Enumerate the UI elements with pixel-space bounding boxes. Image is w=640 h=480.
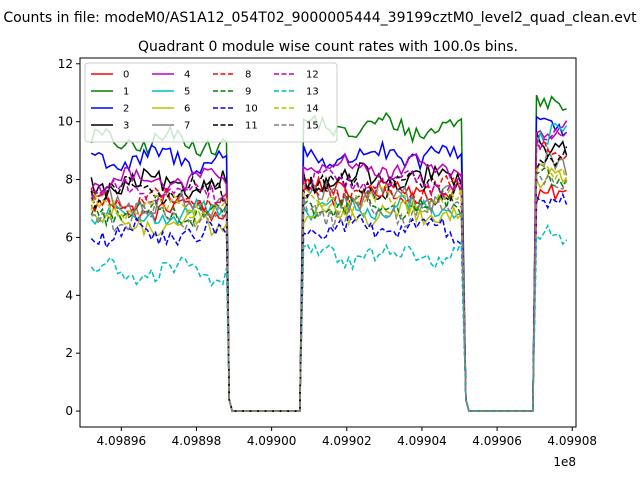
- legend-label-4: 4: [184, 70, 190, 81]
- y-tick-label: 0: [65, 404, 73, 418]
- legend-label-12: 12: [306, 70, 319, 81]
- legend-label-5: 5: [184, 87, 190, 98]
- legend-label-10: 10: [245, 104, 258, 115]
- x-tick-label: 4.09896: [97, 434, 147, 448]
- y-tick-label: 4: [65, 288, 73, 302]
- legend-label-0: 0: [123, 70, 129, 81]
- series-line-13: [90, 223, 568, 412]
- x-axis: 4.09896 4.09898 4.09900 4.09902 4.09904 4.099…: [97, 427, 597, 448]
- y-tick-label: 10: [58, 115, 73, 129]
- x-tick-label: 4.09900: [247, 434, 297, 448]
- series-layer: [90, 94, 568, 412]
- x-tick-label: 4.09906: [472, 434, 522, 448]
- y-axis: 0 2 4 6 8 10 12: [58, 57, 80, 418]
- figure-suptitle: Counts in file: modeM0/AS1A12_054T02_900…: [3, 10, 637, 26]
- legend-label-1: 1: [123, 87, 129, 98]
- legend-label-2: 2: [123, 104, 129, 115]
- y-tick-label: 6: [65, 230, 73, 244]
- legend-label-9: 9: [245, 87, 251, 98]
- legend-label-11: 11: [245, 121, 258, 132]
- plot-area-frame: [79, 57, 577, 428]
- y-tick-label: 2: [65, 346, 73, 360]
- series-line-14: [90, 163, 568, 412]
- legend-label-8: 8: [245, 70, 251, 81]
- legend-label-3: 3: [123, 121, 129, 132]
- legend-label-13: 13: [306, 87, 319, 98]
- legend-label-6: 6: [184, 104, 190, 115]
- x-tick-label: 4.09898: [172, 434, 222, 448]
- legend-label-15: 15: [306, 121, 319, 132]
- legend-label-7: 7: [184, 121, 190, 132]
- legend-label-14: 14: [306, 104, 319, 115]
- x-tick-label: 4.09904: [397, 434, 447, 448]
- chart-title: Quadrant 0 module wise count rates with …: [138, 39, 518, 55]
- series-line-15: [91, 173, 568, 412]
- x-tick-label: 4.09902: [322, 434, 372, 448]
- y-tick-label: 12: [58, 57, 73, 71]
- y-tick-label: 8: [65, 173, 73, 187]
- x-tick-label: 4.09908: [547, 434, 597, 448]
- x-axis-offset-label: 1e8: [553, 455, 576, 469]
- legend-frame: [84, 62, 338, 143]
